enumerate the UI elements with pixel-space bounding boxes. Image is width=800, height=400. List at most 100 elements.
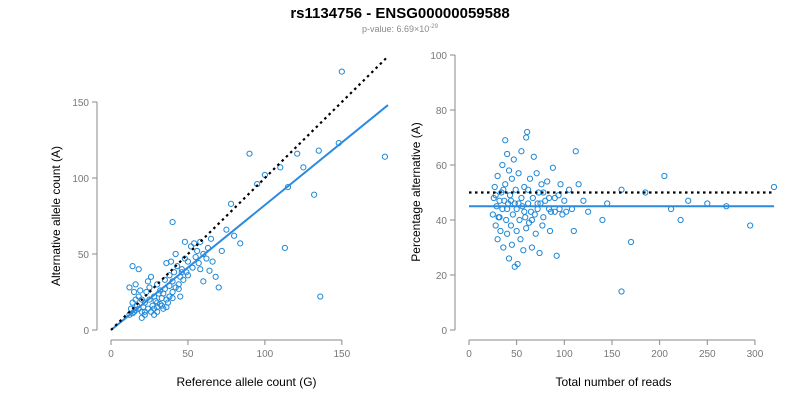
x-tick-label: 100 bbox=[257, 349, 274, 360]
data-point bbox=[502, 137, 509, 144]
data-point bbox=[203, 255, 210, 262]
data-point bbox=[508, 175, 515, 182]
data-point bbox=[161, 276, 168, 283]
data-point bbox=[509, 211, 516, 218]
page-title: rs1134756 - ENSG00000059588 bbox=[290, 5, 510, 22]
data-point bbox=[172, 250, 179, 258]
data-point bbox=[170, 269, 178, 276]
data-point bbox=[135, 266, 142, 273]
data-point bbox=[526, 175, 534, 182]
data-point bbox=[129, 263, 136, 270]
data-point bbox=[627, 238, 635, 246]
data-point bbox=[212, 273, 219, 280]
data-point bbox=[137, 287, 144, 294]
data-point bbox=[536, 249, 543, 257]
x-tick-label: 0 bbox=[108, 349, 114, 360]
data-point bbox=[523, 225, 530, 232]
y-tick-label: 100 bbox=[430, 51, 447, 62]
y-tick-label: 20 bbox=[436, 271, 448, 282]
y-axis-title: Percentage alternative (A) bbox=[409, 122, 423, 261]
data-point bbox=[218, 247, 225, 255]
data-point bbox=[141, 299, 148, 306]
percentage-alternative-scatter-chart: 0 50 100 150 200 250 300 0 20 40 60 80 100 Total numb… bbox=[409, 51, 778, 389]
y-tick-label: 100 bbox=[72, 174, 89, 185]
data-point bbox=[540, 214, 547, 221]
data-point bbox=[294, 150, 301, 157]
data-point bbox=[618, 288, 625, 295]
x-tick-label: 250 bbox=[699, 349, 716, 360]
x-axis-title: Reference allele count (G) bbox=[176, 375, 316, 389]
x-tick-label: 150 bbox=[333, 349, 350, 360]
data-point bbox=[518, 148, 525, 155]
data-point bbox=[532, 230, 539, 237]
data-point bbox=[547, 208, 555, 215]
x-tick-label: 0 bbox=[466, 349, 472, 360]
data-point bbox=[146, 284, 153, 291]
data-point bbox=[502, 181, 509, 188]
data-point bbox=[300, 164, 307, 171]
data-point bbox=[510, 156, 517, 163]
data-point bbox=[281, 244, 288, 252]
data-point bbox=[180, 276, 187, 283]
data-point bbox=[132, 281, 139, 288]
data-point bbox=[551, 208, 558, 215]
data-point bbox=[192, 253, 199, 261]
data-point bbox=[317, 293, 324, 300]
y-tick-label: 0 bbox=[83, 326, 89, 337]
data-point bbox=[555, 192, 562, 199]
x-axis-title: Total number of reads bbox=[555, 375, 671, 389]
data-point bbox=[530, 153, 537, 160]
data-point bbox=[150, 311, 158, 318]
data-point bbox=[154, 299, 161, 306]
data-point bbox=[189, 264, 196, 271]
data-point bbox=[144, 278, 152, 285]
data-point bbox=[520, 247, 527, 254]
data-point bbox=[570, 227, 577, 235]
data-point bbox=[311, 191, 318, 198]
x-tick-label: 200 bbox=[651, 349, 668, 360]
data-point bbox=[497, 227, 504, 235]
data-point bbox=[515, 170, 522, 177]
data-point bbox=[580, 197, 587, 204]
data-point bbox=[561, 197, 568, 204]
data-point bbox=[197, 238, 204, 245]
data-point bbox=[157, 301, 164, 308]
data-point bbox=[544, 178, 551, 185]
data-point bbox=[685, 197, 692, 204]
data-point bbox=[160, 290, 167, 297]
data-point bbox=[585, 208, 592, 215]
data-point bbox=[642, 189, 649, 196]
data-point bbox=[507, 197, 515, 204]
data-point bbox=[505, 255, 513, 262]
reference-diagonal-line bbox=[110, 55, 389, 331]
data-point bbox=[500, 186, 507, 193]
data-point bbox=[181, 238, 188, 245]
x-tick-label: 100 bbox=[556, 349, 573, 360]
data-point bbox=[163, 260, 170, 267]
data-point bbox=[195, 260, 202, 267]
data-point bbox=[496, 214, 503, 221]
data-point bbox=[277, 164, 284, 171]
data-point bbox=[533, 170, 540, 177]
data-point bbox=[531, 211, 538, 218]
data-point bbox=[539, 222, 546, 229]
data-point bbox=[505, 167, 513, 174]
y-tick-label: 60 bbox=[436, 161, 448, 172]
data-point bbox=[529, 194, 536, 202]
y-tick-label: 150 bbox=[72, 98, 89, 109]
data-point bbox=[522, 214, 529, 221]
data-point bbox=[152, 298, 159, 305]
x-tick-label: 150 bbox=[604, 349, 621, 360]
data-point bbox=[489, 211, 496, 218]
x-tick-label: 50 bbox=[511, 349, 523, 360]
data-point bbox=[500, 244, 507, 251]
data-point bbox=[154, 308, 161, 315]
data-point bbox=[215, 284, 222, 291]
data-point bbox=[504, 150, 511, 158]
data-point bbox=[507, 222, 515, 229]
data-point bbox=[557, 181, 564, 188]
data-point bbox=[661, 172, 668, 180]
data-point bbox=[521, 208, 528, 215]
regression-line bbox=[110, 104, 389, 331]
